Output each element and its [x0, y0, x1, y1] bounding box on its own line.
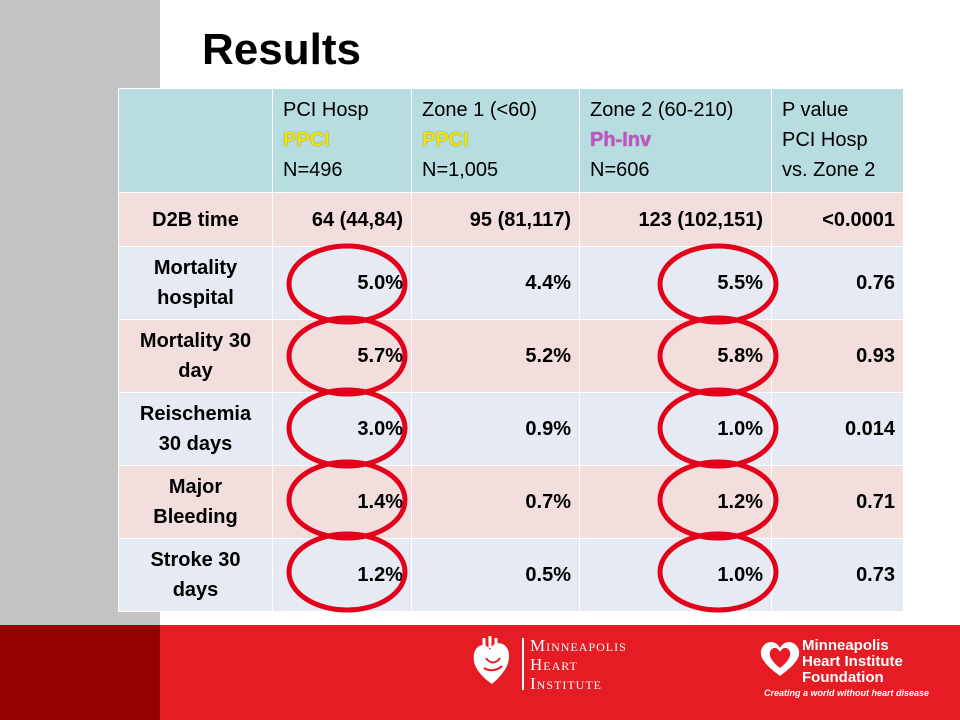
- cell-pci: 3.0%: [272, 392, 412, 466]
- header-zone1-n: N=1,005: [422, 159, 499, 181]
- anatomical-heart-icon: [473, 636, 510, 684]
- row-label: Stroke 30 days: [118, 538, 273, 612]
- header-zone1-line1: Zone 1 (<60): [422, 99, 538, 121]
- mhif-wordmark: Minneapolis Heart Institute Foundation: [802, 638, 903, 686]
- cell-zone1: 95 (81,117): [411, 192, 580, 247]
- header-pvalue-line3: vs. Zone 2: [782, 159, 876, 181]
- header-pci-line1: PCI Hosp: [283, 99, 369, 121]
- cell-pvalue: 0.73: [771, 538, 904, 612]
- cell-zone1: 5.2%: [411, 319, 580, 393]
- cell-zone1: 0.5%: [411, 538, 580, 612]
- header-zone1-ppci: PPCI: [422, 129, 469, 151]
- cell-zone2: 5.5%: [579, 246, 772, 320]
- cell-pci: 1.4%: [272, 465, 412, 539]
- row-label: D2B time: [118, 192, 273, 247]
- table-row: Mortality hospital 5.0% 4.4% 5.5% 0.76: [118, 246, 904, 320]
- mhi-line2: Heart: [530, 655, 578, 674]
- cell-pci: 5.7%: [272, 319, 412, 393]
- cell-pci: 5.0%: [272, 246, 412, 320]
- cell-zone2: 5.8%: [579, 319, 772, 393]
- header-zone2-phinv: Ph-Inv: [590, 129, 652, 151]
- cell-zone2: 123 (102,151): [579, 192, 772, 247]
- table-row: Mortality 30 day 5.7% 5.2% 5.8% 0.93: [118, 319, 904, 393]
- mhi-wordmark: Minneapolis Heart Institute: [530, 636, 627, 693]
- cell-pvalue: 0.76: [771, 246, 904, 320]
- header-pvalue-line2: PCI Hosp: [782, 129, 868, 151]
- cell-zone2: 1.0%: [579, 392, 772, 466]
- row-label: Major Bleeding: [118, 465, 273, 539]
- mhi-line3: Institute: [530, 674, 602, 693]
- cell-pvalue: 0.014: [771, 392, 904, 466]
- cell-zone1: 0.7%: [411, 465, 580, 539]
- logo-separator: [522, 638, 524, 690]
- mhif-tagline: Creating a world without heart disease: [764, 688, 930, 698]
- mhif-line2: Heart Institute: [802, 653, 903, 670]
- cell-pvalue: 0.71: [771, 465, 904, 539]
- mhif-line1: Minneapolis: [802, 637, 889, 654]
- cell-zone2: 1.0%: [579, 538, 772, 612]
- cell-zone1: 0.9%: [411, 392, 580, 466]
- header-pci-hosp: PCI Hosp PPCI N=496: [272, 88, 412, 193]
- header-pvalue-line1: P value: [782, 99, 849, 121]
- minneapolis-heart-institute-logo: Minneapolis Heart Institute: [470, 632, 660, 694]
- header-zone2-line1: Zone 2 (60-210): [590, 99, 734, 121]
- header-zone1: Zone 1 (<60) PPCI N=1,005: [411, 88, 580, 193]
- mhi-line1: Minneapolis: [530, 636, 627, 655]
- header-empty-cell: [118, 88, 273, 193]
- row-label: Mortality hospital: [118, 246, 273, 320]
- header-pvalue: P value PCI Hosp vs. Zone 2: [771, 88, 904, 193]
- table-row: Reischemia 30 days 3.0% 0.9% 1.0% 0.014: [118, 392, 904, 466]
- table-row: Major Bleeding 1.4% 0.7% 1.2% 0.71: [118, 465, 904, 539]
- table-row: D2B time 64 (44,84) 95 (81,117) 123 (102…: [118, 192, 904, 247]
- header-zone2-n: N=606: [590, 159, 650, 181]
- table-header-row: PCI Hosp PPCI N=496 Zone 1 (<60) PPCI N=…: [118, 88, 904, 193]
- table-row: Stroke 30 days 1.2% 0.5% 1.0% 0.73: [118, 538, 904, 612]
- slide-title: Results: [202, 25, 361, 74]
- footer-dark-band: [0, 625, 160, 720]
- header-zone2: Zone 2 (60-210) Ph-Inv N=606: [579, 88, 772, 193]
- cell-pvalue: <0.0001: [771, 192, 904, 247]
- results-table: PCI Hosp PPCI N=496 Zone 1 (<60) PPCI N=…: [118, 88, 904, 612]
- cell-pci: 64 (44,84): [272, 192, 412, 247]
- row-label: Mortality 30 day: [118, 319, 273, 393]
- cell-pci: 1.2%: [272, 538, 412, 612]
- heart-icon: [760, 642, 800, 676]
- header-pci-n: N=496: [283, 159, 343, 181]
- mhi-foundation-logo: Minneapolis Heart Institute Foundation C…: [758, 634, 948, 702]
- header-pci-ppci: PPCI: [283, 129, 330, 151]
- mhif-line3: Foundation: [802, 669, 884, 686]
- cell-zone1: 4.4%: [411, 246, 580, 320]
- row-label: Reischemia 30 days: [118, 392, 273, 466]
- cell-pvalue: 0.93: [771, 319, 904, 393]
- cell-zone2: 1.2%: [579, 465, 772, 539]
